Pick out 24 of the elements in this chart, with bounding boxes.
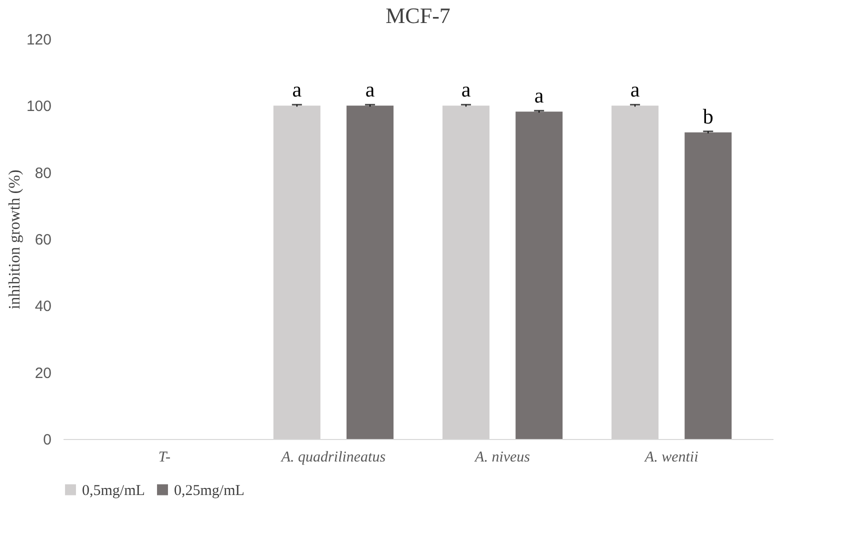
y-tick-label: 120 [26, 32, 52, 48]
bar [684, 132, 732, 439]
data-label: a [365, 78, 376, 102]
legend-label: 0,25mg/mL [174, 482, 244, 499]
data-label: a [292, 78, 302, 102]
y-axis-title: inhibition growth (%) [6, 170, 24, 310]
y-tick-label: 80 [34, 164, 52, 182]
x-tick-label: A. quadrilineatus [280, 450, 386, 466]
data-label: a [630, 78, 640, 102]
y-tick-label: 60 [34, 232, 52, 248]
x-tick-label: A. niveus [474, 450, 530, 466]
bar [346, 106, 394, 439]
data-label: a [534, 84, 544, 108]
y-tick-label: 0 [43, 432, 52, 448]
y-tick-label: 20 [34, 364, 52, 382]
x-tick-label: A. wentii [644, 450, 698, 466]
data-label: b [702, 104, 714, 128]
data-label: a [461, 78, 472, 102]
x-tick-label: T- [158, 450, 171, 466]
bar [516, 112, 563, 439]
chart-title: MCF-7 [386, 3, 450, 28]
legend-label: 0,5mg/mL [82, 482, 145, 499]
y-tick-label: 100 [26, 98, 52, 116]
y-tick-label: 40 [34, 298, 52, 316]
